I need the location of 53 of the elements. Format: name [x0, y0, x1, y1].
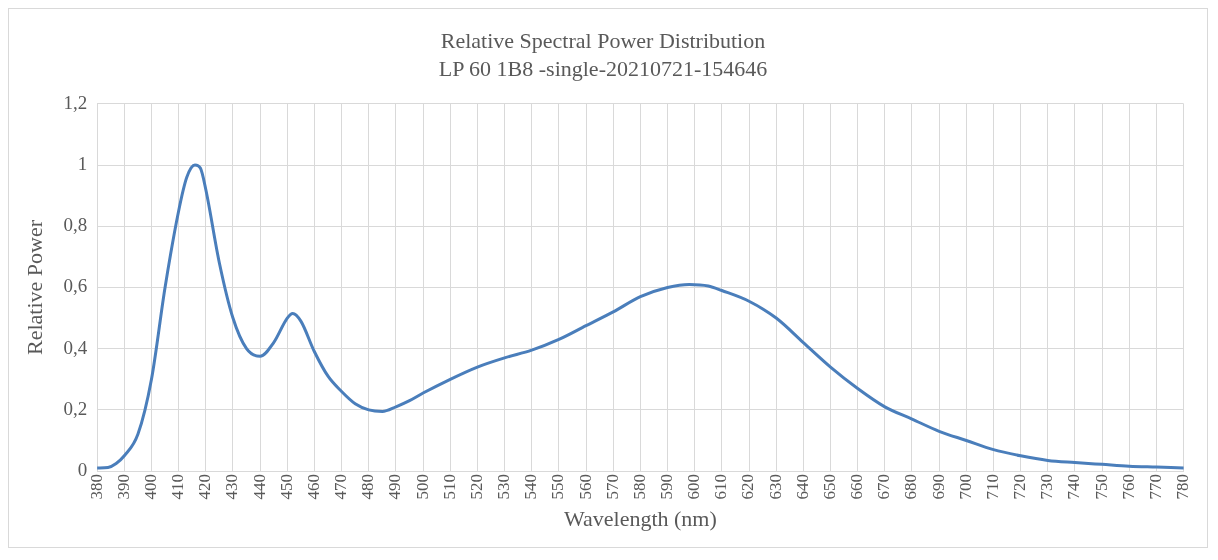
x-tick-label: 430	[222, 474, 242, 500]
x-tick-label: 730	[1037, 474, 1057, 500]
x-tick-label: 700	[955, 474, 975, 500]
x-tick-label: 440	[249, 474, 269, 500]
x-tick-label: 410	[168, 474, 188, 500]
x-tick-label: 710	[982, 474, 1002, 500]
x-tick-label: 540	[521, 474, 541, 500]
line-series	[97, 163, 1184, 470]
x-tick-label: 600	[684, 474, 704, 500]
y-tick-label: 0	[77, 459, 88, 481]
x-tick-label: 380	[86, 474, 106, 500]
y-tick-label: 0,4	[63, 336, 88, 358]
x-tick-label: 450	[276, 474, 296, 500]
y-tick-label: 0,2	[63, 397, 88, 419]
x-tick-label: 490	[385, 474, 405, 500]
x-tick-label: 630	[765, 474, 785, 500]
x-tick-label: 660	[847, 474, 867, 500]
x-tick-label: 620	[738, 474, 758, 500]
x-tick-label: 740	[1064, 474, 1084, 500]
x-tick-label: 550	[548, 474, 568, 500]
y-tick-label: 0,6	[63, 275, 88, 297]
x-tick-label: 470	[331, 474, 351, 500]
x-tick-label: 420	[195, 474, 215, 500]
x-tick-label: 640	[792, 474, 812, 500]
x-tick-label: 720	[1010, 474, 1030, 500]
y-tick-label: 0,8	[63, 214, 88, 236]
x-tick-label: 570	[602, 474, 622, 500]
x-tick-label: 460	[303, 474, 323, 500]
chart-subtitle: LP 60 1B8 -single-20210721-154646	[438, 56, 768, 82]
x-tick-label: 610	[711, 474, 731, 500]
x-tick-label: 530	[494, 474, 514, 500]
x-tick-label: 760	[1118, 474, 1138, 500]
x-tick-label: 580	[629, 474, 649, 500]
x-tick-label: 390	[113, 474, 133, 500]
x-tick-label: 500	[412, 474, 432, 500]
x-tick-label: 520	[466, 474, 486, 500]
chart-title: Relative Spectral Power Distribution	[440, 27, 766, 53]
x-tick-label: 510	[439, 474, 459, 500]
x-tick-label: 770	[1145, 474, 1165, 500]
x-tick-label: 590	[657, 474, 677, 500]
x-axis-title: Wavelength (nm)	[563, 505, 717, 531]
x-tick-label: 650	[819, 474, 839, 500]
x-tick-label: 400	[140, 474, 160, 500]
x-tick-label: 690	[928, 474, 948, 500]
y-axis-title: Relative Power	[21, 219, 47, 355]
x-tick-label: 480	[358, 474, 378, 500]
x-tick-label: 670	[874, 474, 894, 500]
y-tick-label: 1	[77, 153, 88, 174]
x-tick-label: 680	[901, 474, 921, 500]
x-tick-label: 560	[575, 474, 595, 500]
x-tick-label: 780	[1173, 474, 1193, 500]
x-tick-label: 750	[1091, 474, 1111, 500]
y-tick-label: 1,2	[63, 91, 88, 113]
